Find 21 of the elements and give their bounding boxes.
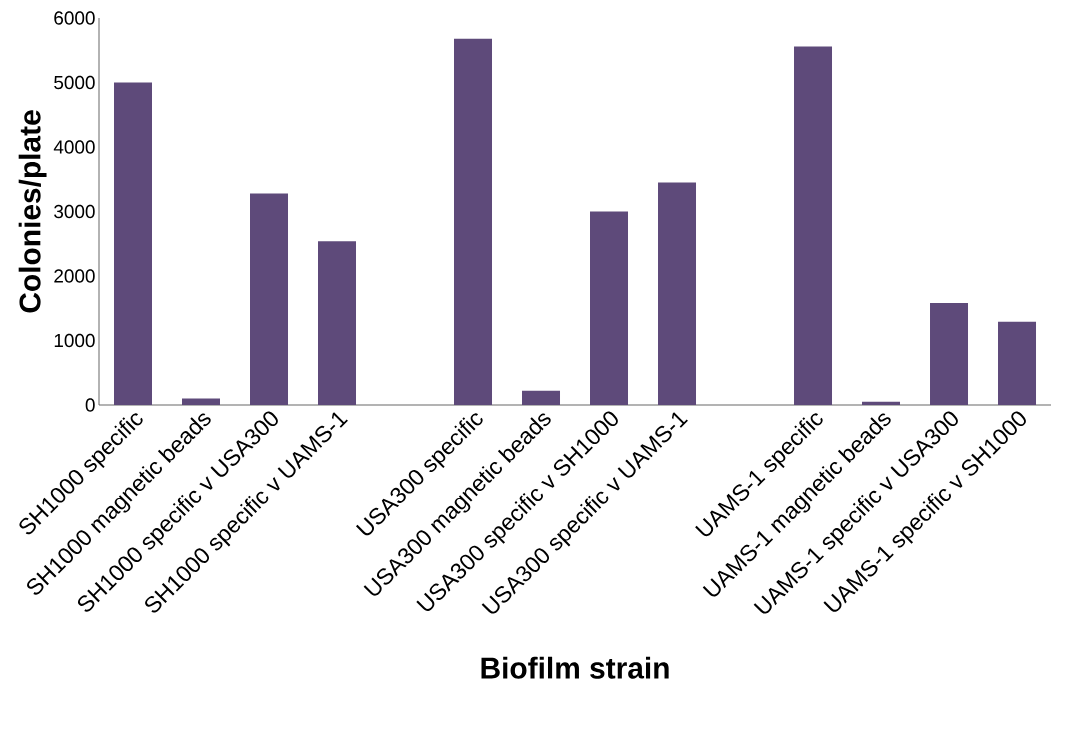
bar: [522, 390, 560, 405]
bar: [182, 398, 220, 405]
y-tick-label: 1000: [54, 333, 95, 348]
y-tick-label: 5000: [54, 75, 95, 90]
y-tick-label: 3000: [54, 204, 95, 219]
bar: [930, 303, 969, 405]
bar: [998, 321, 1037, 405]
bar: [794, 46, 833, 405]
bar: [658, 182, 697, 405]
bar: [318, 241, 356, 405]
y-axis-title: Colonies/plate: [18, 110, 47, 313]
bar: [250, 193, 288, 405]
y-tick-label: 4000: [53, 140, 95, 154]
bar: [454, 38, 492, 405]
y-tick-label: 6000: [54, 11, 95, 25]
bar: [590, 211, 628, 405]
bar: [862, 401, 901, 405]
y-tick-label: 2000: [54, 269, 95, 283]
bar: [114, 82, 152, 405]
x-axis-title: Biofilm strain: [481, 656, 669, 679]
y-tick-label: 0: [85, 398, 95, 412]
